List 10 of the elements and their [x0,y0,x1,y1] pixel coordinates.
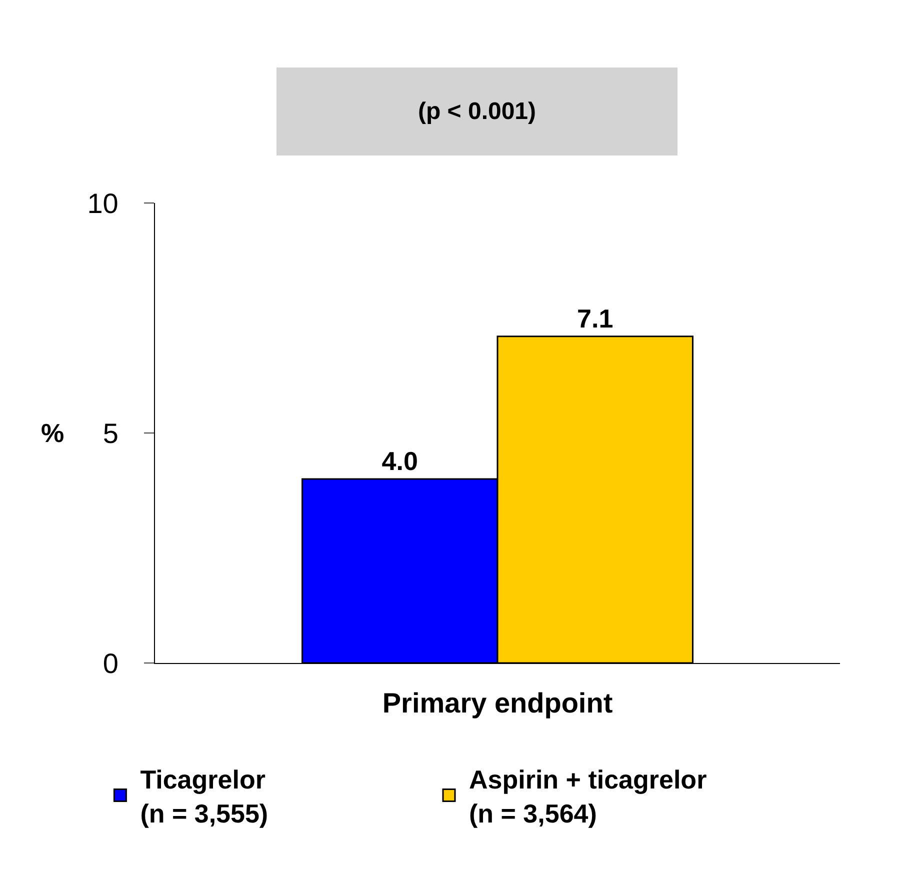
legend-label: Ticagrelor (n = 3,555) [140,764,268,828]
text: (p < 0.001) [418,98,536,125]
legend-label: Aspirin + ticagrelor (n = 3,564) [469,764,707,828]
data-label: 4.0 [382,446,418,476]
y-tick-label: 5 [102,418,118,449]
y-tick-label: 10 [87,188,118,219]
x-tick-label: Primary endpoint [382,688,613,719]
y-axis-title: % [41,418,64,448]
data-label: 7.1 [577,303,614,334]
y-tick-label: 0 [102,648,118,679]
